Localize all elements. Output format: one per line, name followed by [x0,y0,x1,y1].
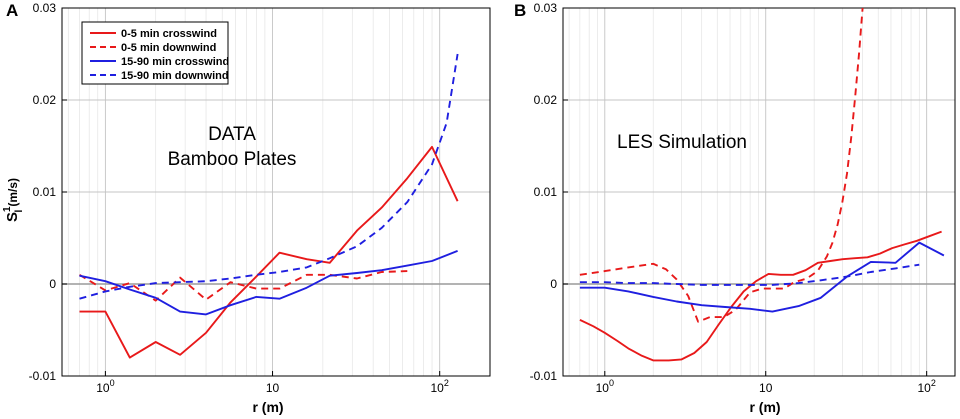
panel-a-y-symbol: S [4,212,21,222]
panel-a-y-sup: 1 [2,206,13,212]
panel-a-y-sub: l [14,209,25,212]
series-line-0-5-min-downwind [79,270,408,302]
series-line-15-90-min-downwind [79,53,459,300]
series-line-0-5-min-crosswind [79,145,459,359]
x-tick-label: 100 [96,378,114,395]
series-line-15-90-min-crosswind [579,241,945,313]
panel-a-y-axis-label: S1l (m/s) [2,178,25,222]
legend-label: 15-90 min crosswind [121,56,229,68]
panel-b-letter: B [514,1,526,20]
x-tick-label: 10 [759,381,773,395]
y-tick-label: 0 [550,277,557,291]
panel-b-grid [563,7,955,377]
panel-a-legend: 0-5 min crosswind 0-5 min downwind 15-90 m… [81,21,229,85]
panel-b: B -0.01 0 0.01 0.02 0.03 100 10 102 LES Simulat… [514,1,956,415]
legend-label: 0-5 min downwind [121,42,216,54]
legend-label: 15-90 min downwind [121,70,229,82]
y-tick-label: 0.02 [33,93,57,107]
panel-a-y-unit: (m/s) [6,178,20,207]
y-tick-label: -0.01 [29,369,57,383]
y-tick-label: 0.01 [534,185,558,199]
panel-a-annotation-2: Bamboo Plates [168,149,297,170]
x-tick-label: 102 [430,378,448,395]
series-line-0-5-min-crosswind [579,230,942,362]
panel-b-x-axis-label: r (m) [749,399,780,415]
y-tick-label: 0.03 [534,1,558,15]
x-tick-label: 100 [596,378,614,395]
panel-a: A -0.01 0 0.01 0.02 0.03 100 10 102 DATA Bamboo… [2,1,491,415]
series-line-15-90-min-downwind [579,263,920,286]
legend-label: 0-5 min crosswind [121,28,217,40]
panel-b-ticks: -0.01 0 0.01 0.02 0.03 100 10 102 [530,1,936,395]
series-line-15-90-min-crosswind [79,250,458,316]
panel-b-series [579,8,945,362]
panel-a-annotation-1: DATA [208,124,256,145]
series-line-0-5-min-downwind [579,8,864,323]
panel-a-x-axis-label: r (m) [252,399,283,415]
x-tick-label: 10 [266,381,280,395]
y-tick-label: 0.03 [33,1,57,15]
panel-a-letter: A [6,1,18,20]
panel-a-series [79,53,459,359]
panel-b-annotation: LES Simulation [617,132,747,153]
y-tick-label: 0 [49,277,56,291]
x-tick-label: 102 [917,378,935,395]
panel-a-ticks: -0.01 0 0.01 0.02 0.03 100 10 102 [29,1,449,395]
y-tick-label: 0.02 [534,93,558,107]
y-tick-label: 0.01 [33,185,57,199]
y-tick-label: -0.01 [530,369,558,383]
